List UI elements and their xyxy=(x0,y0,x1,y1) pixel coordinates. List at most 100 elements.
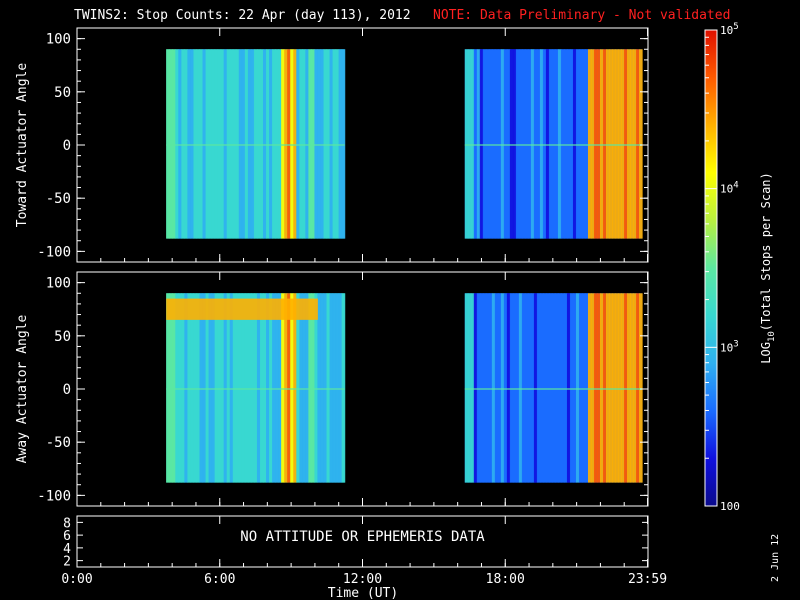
y-tick-label: -100 xyxy=(37,244,71,260)
heatmap-cell xyxy=(615,293,619,483)
heatmap-cell xyxy=(241,293,246,483)
chart-title: TWINS2: Stop Counts: 22 Apr (day 113), 2… xyxy=(74,8,411,23)
colorbar-label-main: LOG xyxy=(759,342,773,364)
heatmap-cell xyxy=(308,293,312,483)
heatmap-hot-band xyxy=(166,298,318,320)
heatmap-cell xyxy=(208,49,213,239)
heatmap-cell xyxy=(332,49,337,239)
heatmap-cell xyxy=(503,49,508,239)
heatmap-cell xyxy=(548,293,553,483)
heatmap-cell xyxy=(578,49,583,239)
heatmap-cell xyxy=(229,293,234,483)
heatmap-cell xyxy=(536,293,541,483)
heatmap-cell xyxy=(166,293,170,483)
panel-2: 100 50 0 -50 -100 Away Actuator Angle xyxy=(15,271,649,507)
heatmap-cell xyxy=(557,293,562,483)
heatmap-cell xyxy=(530,293,535,483)
heatmap-cell xyxy=(596,293,601,483)
heatmap-cell xyxy=(172,293,176,483)
heatmap-cell xyxy=(533,293,538,483)
heatmap-cell xyxy=(470,49,475,239)
heatmap-cell xyxy=(296,49,300,239)
heatmap-cell xyxy=(518,293,523,483)
heatmap-block xyxy=(166,293,346,483)
heatmap-cell xyxy=(244,49,249,239)
heatmap-cell xyxy=(293,293,297,483)
heatmap-cell xyxy=(479,293,484,483)
heatmap-cell xyxy=(326,49,331,239)
heatmap-cell xyxy=(184,293,188,483)
heatmap-cell xyxy=(485,293,490,483)
heatmap-cell xyxy=(196,293,201,483)
y-tick-label: 6 xyxy=(63,529,71,544)
heatmap-cell xyxy=(563,293,568,483)
heatmap-cell xyxy=(530,49,535,239)
heatmap-cell xyxy=(205,293,210,483)
heatmap-cell xyxy=(521,293,526,483)
heatmap-cell xyxy=(569,49,574,239)
heatmap-cell xyxy=(229,49,234,239)
heatmap-cell xyxy=(488,49,493,239)
heatmap-cell xyxy=(621,49,625,239)
heatmap-cell xyxy=(199,49,204,239)
heatmap-cell xyxy=(560,293,565,483)
heatmap-cell xyxy=(524,49,529,239)
heatmap-cell xyxy=(202,293,207,483)
heatmap-cell xyxy=(241,49,246,239)
colorbar-tick-exponent: 3 xyxy=(733,339,738,349)
heatmap-cell xyxy=(214,49,219,239)
heatmap-cell xyxy=(612,49,616,239)
heatmap-cell xyxy=(214,293,219,483)
heatmap-cell xyxy=(542,293,547,483)
heatmap-cell xyxy=(518,49,523,239)
heatmap-cell xyxy=(542,49,547,239)
heatmap-cell xyxy=(281,293,285,483)
heatmap-cell xyxy=(320,293,325,483)
heatmap-cell xyxy=(630,293,634,483)
heatmap-cell xyxy=(554,293,559,483)
heatmap-cell xyxy=(500,49,505,239)
heatmap-cell xyxy=(548,49,553,239)
heatmap-cell xyxy=(311,49,316,239)
heatmap-cell xyxy=(326,293,331,483)
heatmap-cell xyxy=(166,49,170,239)
heatmap-cell xyxy=(341,293,346,483)
heatmap-cell xyxy=(175,293,179,483)
heatmap-cell xyxy=(491,49,496,239)
heatmap-cell xyxy=(491,293,496,483)
y-tick-label: 0 xyxy=(63,138,71,154)
heatmap-cell xyxy=(244,293,249,483)
heatmap-cell xyxy=(524,293,529,483)
heatmap-cell xyxy=(299,49,303,239)
heatmap-cell xyxy=(278,49,282,239)
heatmap-cell xyxy=(599,293,604,483)
heatmap-cell xyxy=(639,49,643,239)
colorbar-tick-label: 103 xyxy=(720,339,739,354)
y-tick-label: 50 xyxy=(54,329,71,345)
heatmap-cell xyxy=(575,49,580,239)
heatmap-cell xyxy=(479,49,484,239)
heatmap-cell xyxy=(262,293,267,483)
heatmap-cell xyxy=(223,293,228,483)
heatmap-cell xyxy=(602,49,607,239)
heatmap-cell xyxy=(193,293,198,483)
heatmap-cell xyxy=(618,49,622,239)
colorbar-tick-exponent: 5 xyxy=(733,22,738,32)
heatmap-cell xyxy=(609,49,613,239)
heatmap-cell xyxy=(247,49,252,239)
heatmap-cell xyxy=(551,293,556,483)
heatmap-cell xyxy=(187,293,192,483)
heatmap-cell xyxy=(190,293,195,483)
heatmap-cell xyxy=(284,293,288,483)
heatmap-cell xyxy=(557,49,562,239)
heatmap-cell xyxy=(593,293,598,483)
heatmap-cell xyxy=(503,293,508,483)
heatmap-cell xyxy=(302,293,306,483)
heatmap-cell xyxy=(172,49,176,239)
heatmap-cell xyxy=(184,49,188,239)
heatmap-cell xyxy=(512,293,517,483)
heatmap-cell xyxy=(618,293,622,483)
heatmap-cell xyxy=(497,293,502,483)
heatmap-cell xyxy=(584,293,589,483)
y-tick-label: 100 xyxy=(46,276,71,292)
